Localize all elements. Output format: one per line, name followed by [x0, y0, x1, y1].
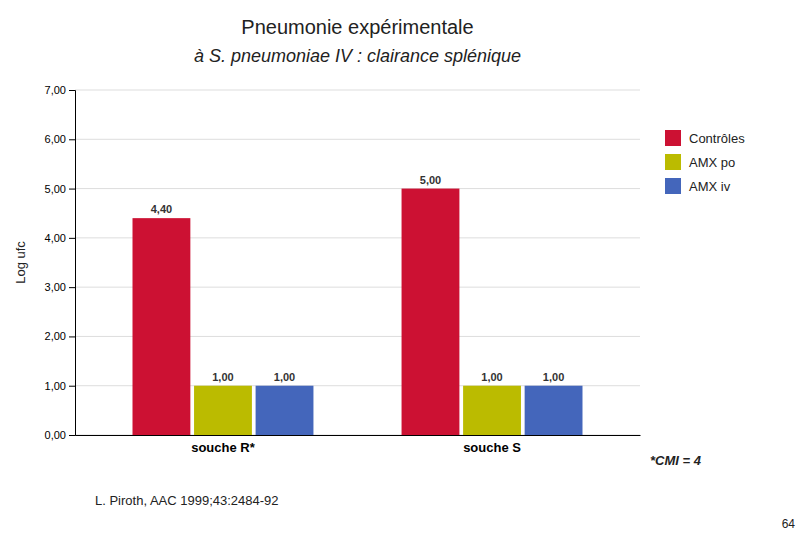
y-tick-mark: [69, 139, 75, 140]
legend-label: AMX iv: [689, 179, 731, 194]
bars: [133, 189, 583, 435]
title: Pneumonie expérimentale: [241, 16, 473, 38]
legend-swatch: [665, 178, 681, 194]
y-axis: 0,00 1,00 2,00 3,00 4,00 5,00 6,00 7,00: [45, 84, 76, 441]
bar: [256, 386, 314, 435]
legend-swatch: [665, 130, 681, 146]
legend-item: AMX po: [665, 154, 735, 170]
y-tick-mark: [69, 386, 75, 387]
x-tick-label: souche R*: [191, 440, 256, 455]
x-tick: souche S: [463, 440, 521, 455]
x-tick: souche R*: [191, 440, 256, 455]
y-tick-label: 6,00: [45, 133, 66, 145]
annotation: *CMI = 4: [650, 453, 702, 468]
bar: [402, 189, 460, 435]
y-axis-line: [69, 91, 76, 436]
y-tick-label: 7,00: [45, 84, 66, 96]
y-tick: 6,00: [45, 133, 75, 145]
y-tick-mark: [69, 435, 75, 436]
y-tick: 2,00: [45, 330, 75, 342]
data-label: 1,00: [481, 371, 502, 383]
bar: [463, 386, 521, 435]
y-tick: 1,00: [45, 380, 75, 392]
bar: [133, 218, 191, 435]
y-tick: 0,00: [45, 429, 75, 441]
chart-svg: 4,40 5,00 1,00 1,00 1,00 1,00 0,00 1,00 2,00 3,00…: [0, 0, 810, 540]
y-tick-label: 0,00: [45, 429, 66, 441]
legend: Contrôles AMX po AMX iv: [665, 130, 745, 194]
y-tick-mark: [69, 336, 75, 337]
legend-label: AMX po: [689, 155, 735, 170]
y-tick: 5,00: [45, 183, 75, 195]
data-label: 5,00: [420, 174, 441, 186]
x-axis-line: [76, 435, 641, 436]
grid-line: [75, 90, 640, 91]
grid: [75, 90, 640, 435]
y-tick: 4,00: [45, 232, 75, 244]
annotation: 64: [782, 517, 796, 531]
x-tick-label: souche S: [463, 440, 521, 455]
y-tick-label: 3,00: [45, 281, 66, 293]
grid-line: [75, 139, 640, 140]
x-axis: souche R* souche S: [76, 436, 641, 456]
data-labels: 4,40 5,00 1,00 1,00 1,00 1,00: [151, 174, 565, 383]
data-label: 1,00: [543, 371, 564, 383]
annotation: L. Piroth, AAC 1999;43:2484-92: [95, 493, 279, 508]
y-tick-mark: [69, 189, 75, 190]
y-axis-title: Log ufc: [13, 241, 28, 284]
y-tick-label: 1,00: [45, 380, 66, 392]
subtitle: à S. pneumoniae IV : clairance splénique: [194, 46, 521, 66]
bar: [194, 386, 252, 435]
plot-area: 4,40 5,00 1,00 1,00 1,00 1,00 0,00 1,00 2,00 3,00…: [45, 84, 641, 455]
y-tick-label: 2,00: [45, 330, 66, 342]
y-tick-label: 5,00: [45, 183, 66, 195]
legend-swatch: [665, 154, 681, 170]
legend-item: Contrôles: [665, 130, 745, 146]
y-tick-label: 4,00: [45, 232, 66, 244]
data-label: 1,00: [212, 371, 233, 383]
y-tick: 3,00: [45, 281, 75, 293]
legend-label: Contrôles: [689, 131, 745, 146]
data-label: 1,00: [274, 371, 295, 383]
data-label: 4,40: [151, 203, 172, 215]
grid-line: [75, 188, 640, 189]
y-tick-mark: [69, 287, 75, 288]
y-tick: 7,00: [45, 84, 75, 96]
bar: [525, 386, 583, 435]
y-tick-mark: [69, 238, 75, 239]
y-tick-mark: [69, 90, 75, 91]
legend-item: AMX iv: [665, 178, 731, 194]
